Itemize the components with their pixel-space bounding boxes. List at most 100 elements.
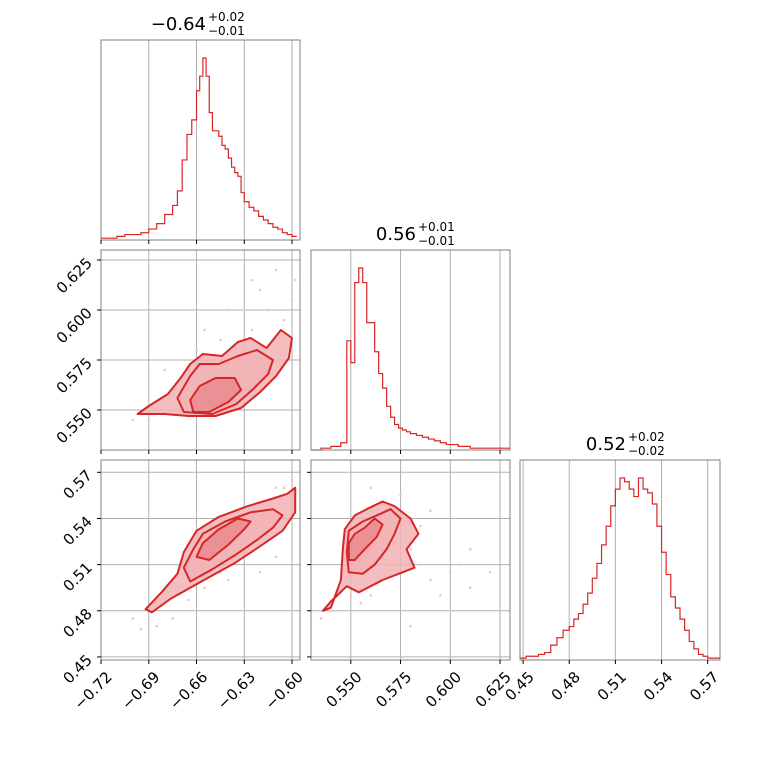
plot-area xyxy=(319,486,492,628)
y-tick-label: 0.51 xyxy=(59,559,95,595)
contour-level-2 xyxy=(345,508,402,575)
sample-point xyxy=(163,368,166,372)
sample-point xyxy=(429,578,432,582)
contour-level-1 xyxy=(195,517,252,561)
axes-frame xyxy=(100,249,301,451)
histogram-p2 xyxy=(310,249,511,454)
title-main: 0.52 xyxy=(586,434,626,455)
histogram-p3: 0.45 0.48 0.51 0.54 0.57 xyxy=(501,459,722,704)
sample-point xyxy=(290,540,294,543)
x-tick-label: 0.550 xyxy=(322,668,365,711)
axes-frame xyxy=(100,39,301,241)
title-main: 0.56 xyxy=(376,224,416,245)
sample-point xyxy=(369,486,373,489)
contour-level-1 xyxy=(347,517,384,561)
title-upper-error: +0.01 xyxy=(418,220,455,234)
sample-point xyxy=(250,278,254,282)
sample-point xyxy=(227,578,230,582)
sample-point xyxy=(290,478,294,482)
sample-point xyxy=(282,318,286,322)
plot-area xyxy=(131,478,297,631)
x-tick-label: −0.63 xyxy=(214,668,259,713)
panel-title-p1: −0.64 +0.02−0.01 xyxy=(151,10,245,38)
x-tick-label: 0.600 xyxy=(422,668,465,711)
x-tick-label: 0.48 xyxy=(548,668,584,704)
sample-point xyxy=(258,571,262,574)
sample-point xyxy=(409,624,412,628)
x-tick-label: −0.60 xyxy=(262,668,307,713)
title-lower-error: −0.02 xyxy=(628,444,665,458)
sample-point xyxy=(429,509,432,513)
contour-level-2 xyxy=(182,508,284,583)
x-tick-label: 0.57 xyxy=(686,668,722,704)
sample-point xyxy=(282,486,286,489)
sample-point xyxy=(439,594,442,597)
contour-level-1 xyxy=(189,377,243,413)
histogram-step-line xyxy=(311,267,510,451)
sample-point xyxy=(369,594,373,597)
sample-point xyxy=(399,494,402,497)
sample-point xyxy=(359,601,363,605)
axes-frame xyxy=(519,459,721,661)
sample-point xyxy=(349,594,353,597)
sample-point xyxy=(293,278,297,282)
sample-point xyxy=(195,348,198,352)
y-tick-label: 0.575 xyxy=(53,354,96,397)
axes-frame xyxy=(100,459,301,661)
sample-point xyxy=(409,547,412,551)
contour-panel-p1-p2: 0.550 0.575 0.600 0.625 xyxy=(53,249,301,454)
contour-panel-p2-p3: 0.550 0.575 0.600 0.625 xyxy=(307,459,515,711)
x-tick-label: 0.54 xyxy=(640,668,676,704)
y-tick-label: 0.54 xyxy=(59,513,95,549)
sample-point xyxy=(449,571,452,574)
sample-point xyxy=(131,418,135,422)
sample-point xyxy=(131,617,135,620)
sample-point xyxy=(258,288,262,292)
title-lower-error: −0.01 xyxy=(208,24,245,38)
sample-point xyxy=(290,298,294,302)
title-upper-error: +0.02 xyxy=(628,430,665,444)
y-tick-label: 0.550 xyxy=(53,404,96,447)
sample-point xyxy=(155,624,159,628)
title-upper-error: +0.02 xyxy=(208,10,245,24)
sample-point xyxy=(274,555,278,559)
sample-point xyxy=(187,598,190,602)
sample-point xyxy=(419,563,422,566)
sample-point xyxy=(203,328,206,332)
sample-point xyxy=(329,609,333,613)
histogram-step-line xyxy=(101,57,297,239)
y-tick-label: 0.57 xyxy=(59,466,95,502)
plot-area xyxy=(131,268,297,422)
histogram-step-line xyxy=(520,477,720,659)
sample-point xyxy=(203,586,206,589)
sample-point xyxy=(449,609,452,613)
title-main: −0.64 xyxy=(151,14,206,35)
sample-point xyxy=(488,571,492,574)
contour-panel-p1-p3: −0.72 −0.69 −0.66 −0.63 −0.600.450.480.510.5… xyxy=(59,459,307,713)
sample-point xyxy=(219,338,222,342)
sample-point xyxy=(139,627,143,631)
sample-point xyxy=(419,524,422,528)
panel-title-p3: 0.52 +0.02−0.02 xyxy=(586,430,665,458)
sample-point xyxy=(171,617,174,620)
panel-title-p2: 0.56 +0.01−0.01 xyxy=(376,220,455,248)
sample-point xyxy=(468,547,472,551)
x-tick-label: −0.66 xyxy=(166,668,211,713)
x-tick-label: 0.51 xyxy=(594,668,630,704)
sample-point xyxy=(468,586,472,589)
x-tick-label: −0.69 xyxy=(118,668,163,713)
sample-point xyxy=(242,308,246,312)
axes-frame xyxy=(310,459,511,661)
sample-point xyxy=(147,418,151,422)
axes-frame xyxy=(310,249,511,451)
sample-point xyxy=(319,617,323,620)
x-tick-label: 0.575 xyxy=(372,668,415,711)
sample-point xyxy=(274,268,278,272)
y-tick-label: 0.48 xyxy=(59,605,95,641)
y-tick-label: 0.600 xyxy=(53,304,96,347)
sample-point xyxy=(266,308,270,312)
sample-point xyxy=(458,563,462,566)
y-tick-label: 0.625 xyxy=(53,254,96,297)
sample-point xyxy=(227,308,230,312)
